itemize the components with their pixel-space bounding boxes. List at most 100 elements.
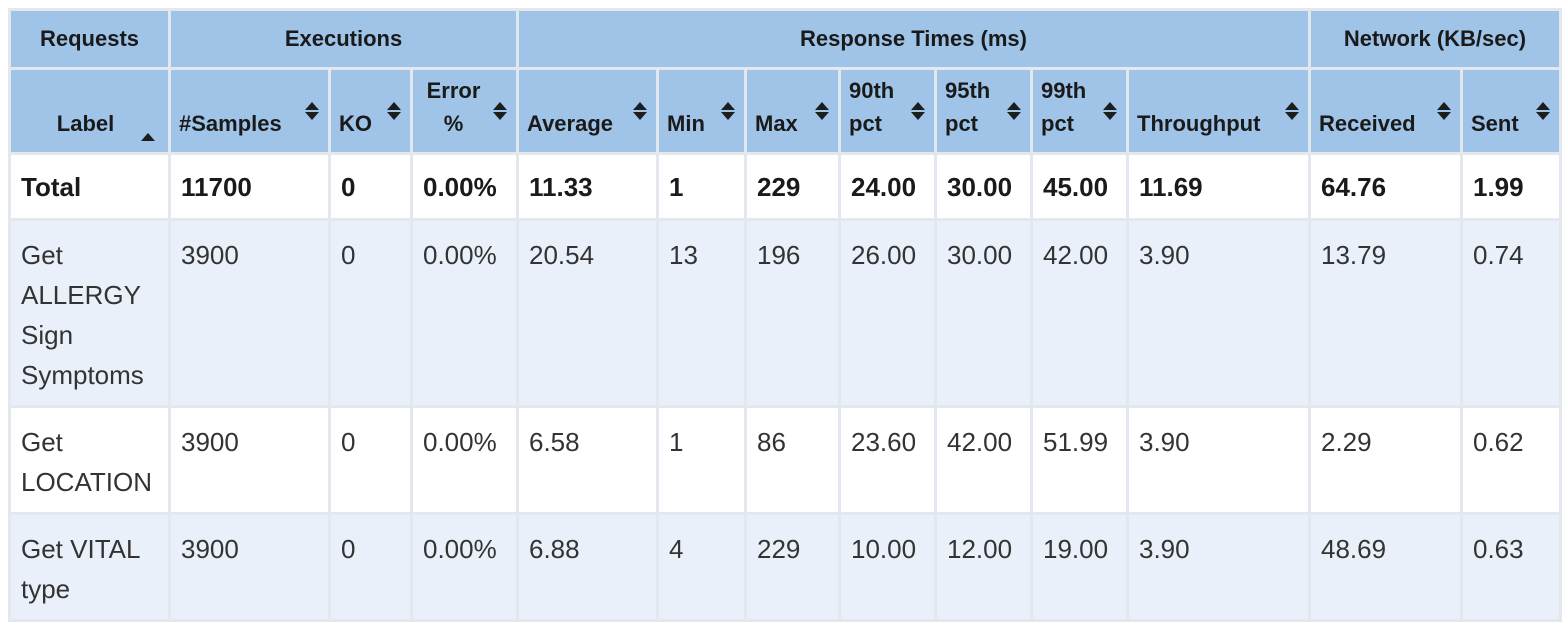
table-cell: 11700 (171, 155, 328, 218)
table-cell: 0.00% (413, 408, 516, 512)
table-cell: 6.88 (519, 515, 656, 619)
column-header-received[interactable]: Received (1311, 70, 1460, 152)
column-header-text: Sent (1471, 111, 1519, 136)
table-cell: 4 (659, 515, 744, 619)
group-header-executions: Executions (171, 11, 516, 67)
table-cell: 0.00% (413, 515, 516, 619)
table-cell: 3900 (171, 515, 328, 619)
column-header-text: Max (755, 111, 798, 136)
sort-icon (911, 102, 925, 120)
column-header-samples[interactable]: #Samples (171, 70, 328, 152)
table-cell: 1.99 (1463, 155, 1559, 218)
table-cell: Get VITAL type (11, 515, 168, 619)
column-header-min[interactable]: Min (659, 70, 744, 152)
table-cell: 86 (747, 408, 838, 512)
column-header-max[interactable]: Max (747, 70, 838, 152)
table-cell: 3.90 (1129, 515, 1308, 619)
table-row: Get ALLERGY Sign Symptoms 3900 0 0.00% 2… (11, 221, 1559, 405)
column-header-text: Label (56, 111, 115, 136)
table-cell: 3900 (171, 408, 328, 512)
sort-icon (815, 102, 829, 120)
table-cell: 51.99 (1033, 408, 1126, 512)
group-header-response-times: Response Times (ms) (519, 11, 1308, 67)
column-header-sent[interactable]: Sent (1463, 70, 1559, 152)
table-cell: 19.00 (1033, 515, 1126, 619)
column-header-throughput[interactable]: Throughput (1129, 70, 1308, 152)
table-cell: 13.79 (1311, 221, 1460, 405)
table-cell: 3.90 (1129, 221, 1308, 405)
table-cell: 42.00 (937, 408, 1030, 512)
table-row: Get VITAL type 3900 0 0.00% 6.88 4 229 1… (11, 515, 1559, 619)
column-header-text: Received (1319, 111, 1416, 136)
column-header-text: Throughput (1137, 111, 1261, 136)
column-header-label[interactable]: Label (11, 70, 168, 152)
table-cell: 0.74 (1463, 221, 1559, 405)
column-header-95th-pct[interactable]: 95th pct (937, 70, 1030, 152)
table-cell: 26.00 (841, 221, 934, 405)
table-cell: 42.00 (1033, 221, 1126, 405)
table-row: Get LOCATION 3900 0 0.00% 6.58 1 86 23.6… (11, 408, 1559, 512)
table-cell: 0.00% (413, 155, 516, 218)
column-header-90th-pct[interactable]: 90th pct (841, 70, 934, 152)
table-cell: 30.00 (937, 221, 1030, 405)
column-header-text: #Samples (179, 111, 282, 136)
column-header-text: 95th pct (945, 78, 991, 136)
table-cell: 2.29 (1311, 408, 1460, 512)
table-cell: 12.00 (937, 515, 1030, 619)
table-cell: 24.00 (841, 155, 934, 218)
table-cell: 11.33 (519, 155, 656, 218)
table-cell: 64.76 (1311, 155, 1460, 218)
table-cell: 229 (747, 155, 838, 218)
table-cell: 11.69 (1129, 155, 1308, 218)
table-cell: 0.00% (413, 221, 516, 405)
table-cell: 229 (747, 515, 838, 619)
sort-ascending-icon (141, 104, 155, 141)
group-header-requests: Requests (11, 11, 168, 67)
column-header-text: 99th pct (1041, 78, 1087, 136)
table-cell: 13 (659, 221, 744, 405)
table-cell: 20.54 (519, 221, 656, 405)
table-cell: 0.63 (1463, 515, 1559, 619)
group-header-row: Requests Executions Response Times (ms) … (11, 11, 1559, 67)
column-header-text: KO (339, 111, 372, 136)
table-cell: Total (11, 155, 168, 218)
column-header-row: Label #Samples KO Error % Average Min (11, 70, 1559, 152)
sort-icon (387, 102, 401, 120)
table-cell: Get LOCATION (11, 408, 168, 512)
sort-icon (1007, 102, 1021, 120)
sort-icon (1536, 102, 1550, 120)
column-header-text: Error % (426, 78, 481, 136)
table-cell: 1 (659, 155, 744, 218)
column-header-text: Min (667, 111, 705, 136)
table-cell: Get ALLERGY Sign Symptoms (11, 221, 168, 405)
table-cell: 45.00 (1033, 155, 1126, 218)
column-header-ko[interactable]: KO (331, 70, 410, 152)
table-cell: 6.58 (519, 408, 656, 512)
sort-icon (493, 102, 507, 120)
column-header-text: 90th pct (849, 78, 895, 136)
table-cell: 3900 (171, 221, 328, 405)
column-header-text: Average (527, 111, 614, 136)
group-header-network: Network (KB/sec) (1311, 11, 1559, 67)
sort-icon (305, 102, 319, 120)
table-cell: 23.60 (841, 408, 934, 512)
sort-icon (1437, 102, 1451, 120)
table-cell: 0 (331, 408, 410, 512)
sort-icon (1285, 102, 1299, 120)
statistics-table: Requests Executions Response Times (ms) … (8, 8, 1562, 622)
total-row: Total 11700 0 0.00% 11.33 1 229 24.00 30… (11, 155, 1559, 218)
sort-icon (1103, 102, 1117, 120)
table-cell: 0 (331, 515, 410, 619)
table-cell: 0 (331, 221, 410, 405)
table-cell: 48.69 (1311, 515, 1460, 619)
table-cell: 30.00 (937, 155, 1030, 218)
sort-icon (633, 102, 647, 120)
table-cell: 3.90 (1129, 408, 1308, 512)
column-header-99th-pct[interactable]: 99th pct (1033, 70, 1126, 152)
sort-icon (721, 102, 735, 120)
column-header-average[interactable]: Average (519, 70, 656, 152)
table-cell: 10.00 (841, 515, 934, 619)
table-cell: 196 (747, 221, 838, 405)
table-cell: 0.62 (1463, 408, 1559, 512)
column-header-error-pct[interactable]: Error % (413, 70, 516, 152)
